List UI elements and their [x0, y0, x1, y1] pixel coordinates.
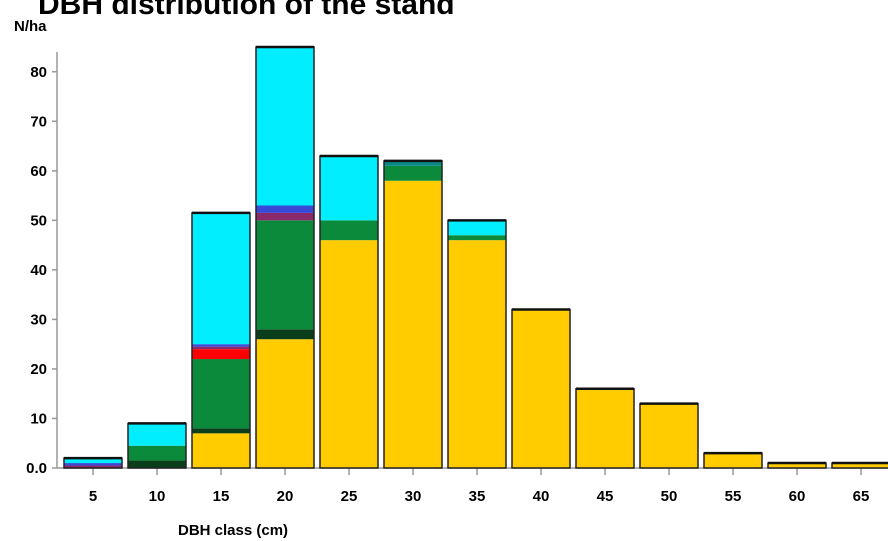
x-tick-label: 5: [89, 488, 97, 505]
bar-segment: [256, 47, 314, 206]
x-tick-label: 35: [469, 488, 486, 505]
bar-segment: [192, 359, 250, 429]
bar-segment: [512, 309, 570, 468]
bar-segment: [128, 445, 186, 461]
y-tick-label: 60: [30, 163, 47, 180]
bar-segment: [256, 205, 314, 213]
bar-segment: [384, 180, 442, 468]
x-tick-label: 30: [405, 488, 422, 505]
y-tick-label: 50: [30, 212, 47, 229]
x-tick-label: 20: [277, 488, 294, 505]
bar-segment: [320, 155, 378, 221]
y-tick-label: 80: [30, 64, 47, 81]
x-tick-label: 65: [853, 488, 870, 505]
y-tick-label: 0.0: [26, 460, 47, 477]
bar-segment: [448, 235, 506, 241]
bar-segment: [128, 460, 186, 468]
x-tick-label: 45: [597, 488, 614, 505]
x-tick-label: 60: [789, 488, 806, 505]
bar-segment: [448, 220, 506, 236]
x-tick-label: 10: [149, 488, 166, 505]
bar-segment: [256, 329, 314, 340]
bar-segment: [64, 463, 122, 466]
bar-segment: [768, 463, 826, 468]
bars-group: [63, 45, 888, 469]
bar-segment: [192, 344, 250, 347]
bar-segment: [64, 458, 122, 464]
bar-segment: [256, 220, 314, 330]
x-tick-label: 15: [213, 488, 230, 505]
y-axis-label: N/ha: [14, 18, 47, 35]
x-axis-label: DBH class (cm): [178, 522, 288, 539]
x-tick-label: 25: [341, 488, 358, 505]
bar-segment: [64, 465, 122, 468]
x-tick-label: 40: [533, 488, 550, 505]
bar-segment: [576, 388, 634, 468]
y-tick-label: 70: [30, 113, 47, 130]
bar-segment: [832, 463, 888, 468]
y-tick-label: 40: [30, 262, 47, 279]
y-tick-label: 30: [30, 311, 47, 328]
bar-segment: [192, 346, 250, 350]
x-tick-label: 55: [725, 488, 742, 505]
bar-segment: [320, 220, 378, 241]
x-tick-label: 50: [661, 488, 678, 505]
bar-segment: [704, 453, 762, 468]
bar-segment: [640, 403, 698, 468]
bar-segment: [192, 428, 250, 434]
bar-segment: [128, 423, 186, 446]
chart-title: DBH distribution of the stand: [38, 0, 455, 21]
bar-segment: [384, 165, 442, 181]
bar-segment: [256, 339, 314, 468]
bar-segment: [384, 160, 442, 166]
bar-segment: [448, 240, 506, 468]
bar-segment: [192, 433, 250, 468]
axes: 0.0 10 20 30 40 50 60 70 80 5 10 15 20 25 30 35 40 45 50 55…: [26, 52, 888, 505]
bar-segment: [320, 240, 378, 468]
y-tick-label: 20: [30, 361, 47, 378]
bar-segment: [192, 349, 250, 360]
bar-segment: [256, 212, 314, 221]
bar-segment: [192, 212, 250, 345]
y-tick-label: 10: [30, 410, 47, 427]
